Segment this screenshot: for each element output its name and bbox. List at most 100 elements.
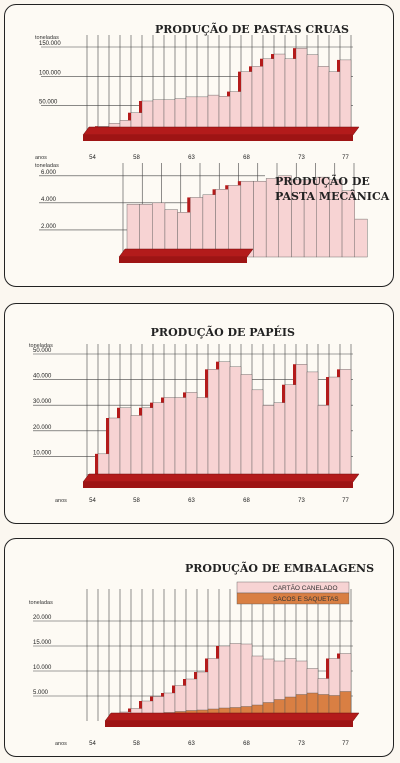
p1-bar-riser-15 xyxy=(249,66,252,72)
p3-bar-21 xyxy=(317,404,330,483)
p3-bar-11 xyxy=(207,369,220,483)
p2m-bar-5 xyxy=(190,197,204,258)
p4-xlabel: anos xyxy=(55,741,67,747)
p3-bar-16 xyxy=(262,404,275,483)
p4-cartao-bar-riser-11 xyxy=(205,658,208,672)
p4-cartao-bar-riser-6 xyxy=(150,696,153,701)
p1-xtick-5: 77 xyxy=(342,155,349,161)
p1-bar-riser-5 xyxy=(139,100,142,113)
p3-bar-riser-7 xyxy=(161,397,164,403)
p1-title: PRODUÇÃO DE PASTAS CRUAS xyxy=(155,22,349,36)
p3-ylabel: toneladas xyxy=(29,343,53,349)
p1-bar-14 xyxy=(240,71,253,136)
p4-cartao-bar-riser-7 xyxy=(161,693,164,697)
p3-bar-riser-3 xyxy=(117,407,120,418)
p3-bar-riser-6 xyxy=(150,402,153,408)
p3-base-slab-top xyxy=(82,473,360,483)
p4-title: PRODUÇÃO DE EMBALAGENS xyxy=(185,561,374,575)
p4-xtick-0: 54 xyxy=(89,741,96,747)
p3-xlabel: anos xyxy=(55,498,67,504)
p1-bar-21 xyxy=(317,66,330,136)
p3-xtick-3: 68 xyxy=(243,498,250,504)
panel-pastas: PRODUÇÃO DE PASTAS CRUAS toneladas 50.000 1… xyxy=(4,4,394,287)
panel-embalagens: PRODUÇÃO DE EMBALAGENS CARTÃO CANELADO SAC… xyxy=(4,538,394,757)
p3-bar-15 xyxy=(251,389,264,483)
p4-xtick-1: 58 xyxy=(133,741,140,747)
p2m-bar-riser-7 xyxy=(212,189,216,195)
p4-base-slab-top xyxy=(104,712,360,722)
p4-legend-swatch-sacos xyxy=(236,592,350,605)
p2m-ytick-2: 6.000 xyxy=(41,170,57,176)
p3-bar-riser-18 xyxy=(282,384,285,403)
p1-bar-riser-13 xyxy=(227,91,230,97)
p4-legend-cartao: CARTÃO CANELADO xyxy=(273,583,338,592)
p3-bar-riser-5 xyxy=(139,407,142,416)
p2m-bar-10 xyxy=(253,180,267,258)
p3-bar-22 xyxy=(328,376,341,483)
p3-bar-5 xyxy=(141,407,154,483)
p3-xtick-2: 63 xyxy=(188,498,195,504)
p4-ytick-0: 5.000 xyxy=(33,690,49,696)
p2m-bar-riser-5 xyxy=(187,197,191,213)
p4-cartao-bar-riser-22 xyxy=(326,658,329,679)
p2m-bar-18 xyxy=(354,218,368,258)
p3-bar-18 xyxy=(284,384,297,483)
p4-xtick-3: 68 xyxy=(243,741,250,747)
p3-bar-riser-23 xyxy=(337,369,340,378)
p4-cartao-bar-riser-8 xyxy=(172,685,175,693)
p4-xtick-2: 63 xyxy=(188,741,195,747)
p1-bar-riser-17 xyxy=(271,54,274,59)
p2m-base-slab-front xyxy=(119,257,247,263)
p4-cartao-bar-riser-5 xyxy=(139,701,142,709)
p2m-ytick-0: 2.000 xyxy=(41,224,57,230)
chart-papeis: PRODUÇÃO DE PAPÉIS toneladas 10.000 20.000 3… xyxy=(29,325,360,504)
p1-bar-15 xyxy=(251,66,264,136)
p1-bar-23 xyxy=(339,59,352,136)
p2m-base-slab-top xyxy=(118,248,254,258)
p3-bar-4 xyxy=(130,415,143,483)
p3-xtick-4: 73 xyxy=(298,498,305,504)
p4-xtick-5: 77 xyxy=(342,741,349,747)
p2m-bar-8 xyxy=(227,185,242,258)
p4-ytick-2: 15.000 xyxy=(33,640,52,646)
p4-ytick-1: 10.000 xyxy=(33,665,52,671)
p3-bar-2 xyxy=(108,417,121,483)
p1-bar-20 xyxy=(306,54,319,136)
p3-bar-7 xyxy=(163,397,176,483)
p3-bar-12 xyxy=(218,361,231,483)
p2m-bar-riser-8 xyxy=(225,185,229,190)
p1-bar-18 xyxy=(284,58,297,136)
p3-ytick-0: 10.000 xyxy=(33,450,52,456)
p1-bar-riser-14 xyxy=(238,71,241,92)
p2m-bar-9 xyxy=(240,180,254,258)
p1-ytick-2: 150.000 xyxy=(39,41,61,47)
p3-bar-23 xyxy=(339,369,352,483)
p3-bar-17 xyxy=(273,402,286,483)
p1-bar-17 xyxy=(273,53,286,136)
p4-cartao-bar-riser-9 xyxy=(183,679,186,686)
p4-ytick-3: 20.000 xyxy=(33,615,52,621)
p4-xtick-4: 73 xyxy=(298,741,305,747)
p1-bar-riser-16 xyxy=(260,58,263,67)
p4-cartao-bar-riser-12 xyxy=(216,646,219,659)
p3-bar-13 xyxy=(229,366,242,483)
p1-ytick-0: 50.000 xyxy=(39,100,58,106)
p1-base-slab-front xyxy=(83,135,353,141)
p3-bar-6 xyxy=(152,402,165,483)
p3-bar-14 xyxy=(240,374,253,483)
p3-bar-riser-22 xyxy=(326,377,329,406)
p1-bar-19 xyxy=(295,47,308,136)
p1-xtick-1: 58 xyxy=(133,155,140,161)
p2m-bar-riser-9 xyxy=(237,181,241,186)
p4-base-slab-front xyxy=(105,721,353,727)
p3-xtick-0: 54 xyxy=(89,498,96,504)
p1-bar-22 xyxy=(328,71,341,136)
p1-xtick-0: 54 xyxy=(89,155,96,161)
p2m-title-line2: PASTA MECÂNICA xyxy=(275,189,390,203)
p1-xtick-2: 63 xyxy=(188,155,195,161)
p3-bar-riser-11 xyxy=(205,369,208,398)
chart-embalagens: PRODUÇÃO DE EMBALAGENS CARTÃO CANELADO SAC… xyxy=(29,561,374,747)
p2m-ytick-1: 4.000 xyxy=(41,197,57,203)
p1-bar-riser-19 xyxy=(293,48,296,59)
p3-base-slab-front xyxy=(83,482,353,488)
